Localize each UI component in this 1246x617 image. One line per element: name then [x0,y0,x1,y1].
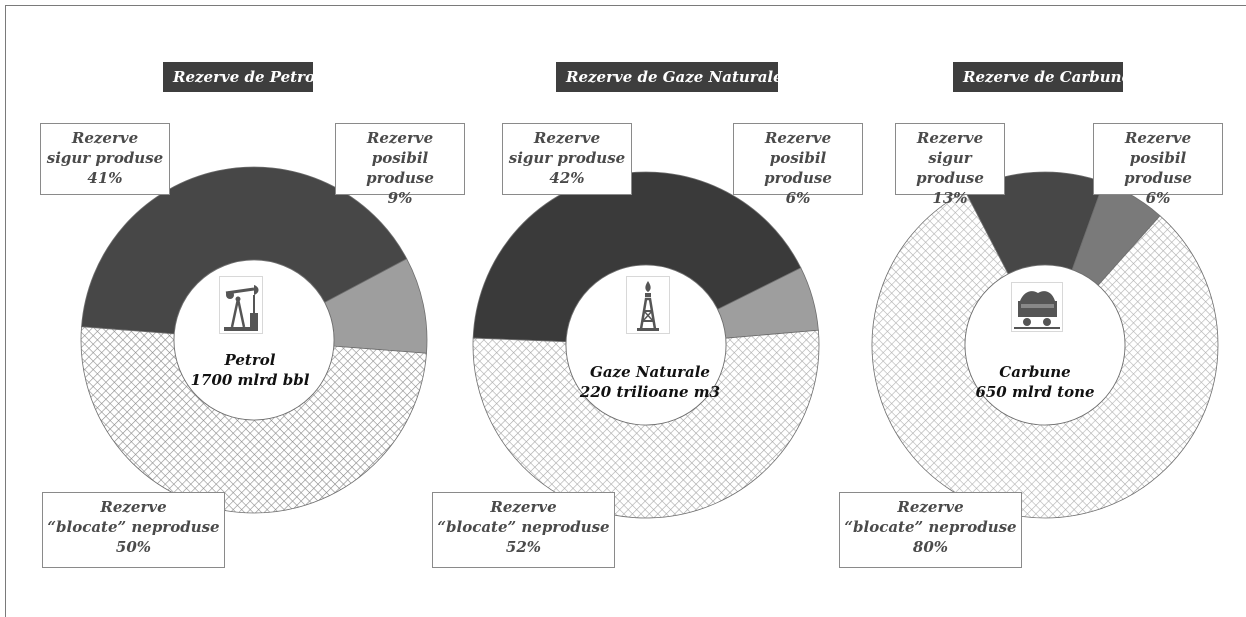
label-line1: Rezerve [897,498,964,516]
label-line1: Rezerve [916,129,984,147]
label-line1: Rezerve [1124,129,1192,147]
donut-hole [964,264,1126,426]
label-line2: sigur produse [916,149,984,187]
chart-panel-gaze: Rezerve de Gaze Naturale Gaze Naturale 2… [432,0,863,617]
label-posibil: Rezerve posibil produse 6% [733,123,863,207]
center-amount: 1700 mlrd bbl [190,371,310,389]
label-line2: “blocate” neproduse [47,518,220,536]
label-percent: 52% [505,538,542,556]
donut-chart [871,171,1219,519]
label-percent: 6% [1145,189,1171,207]
oil-pump-icon [219,276,263,334]
label-percent: 9% [387,189,413,207]
coal-cart-icon [1011,282,1063,332]
donut-chart [472,171,820,519]
label-line1: Rezerve [366,129,434,147]
chart-title: Rezerve de Petrol [163,62,321,92]
gas-derrick-icon [626,276,670,334]
label-line1: Rezerve [533,129,601,147]
label-line2: posibil produse [764,149,832,187]
center-amount: 650 mlrd tone [975,383,1095,401]
label-percent: 6% [785,189,811,207]
label-posibil: Rezerve posibil produse 9% [335,123,465,207]
label-percent: 42% [549,169,585,187]
label-percent: 50% [115,538,152,556]
label-percent: 80% [912,538,949,556]
center-amount: 220 trilioane m3 [579,383,721,401]
label-blocate: Rezerve “blocate” neproduse 50% [42,492,225,568]
chart-panel-petrol: Rezerve de Petrol Petrol 1700 mlrd bbl R… [40,0,465,617]
label-percent: 41% [87,169,123,187]
label-line1: Rezerve [490,498,557,516]
donut-chart [80,166,428,514]
label-sigur: Rezerve sigur produse 42% [502,123,632,195]
label-posibil: Rezerve posibil produse 6% [1093,123,1223,207]
center-name: Petrol [224,351,276,369]
chart-title: Rezerve de Carbune [953,62,1131,92]
label-line2: “blocate” neproduse [437,518,610,536]
center-name: Carbune [999,363,1071,381]
frame-left-border [5,5,6,617]
label-line2: posibil produse [1124,149,1192,187]
label-sigur: Rezerve sigur produse 13% [895,123,1005,207]
donut-hole [173,259,335,421]
center-label: Carbune 650 mlrd tone [950,362,1120,402]
label-blocate: Rezerve “blocate” neproduse 52% [432,492,615,568]
frame-top-border [5,5,1246,6]
label-line1: Rezerve [71,129,139,147]
label-line2: sigur produse [46,149,164,167]
donut-hole [565,264,727,426]
label-line2: posibil produse [366,149,434,187]
label-sigur: Rezerve sigur produse 41% [40,123,170,195]
label-line1: Rezerve [100,498,167,516]
label-line2: “blocate” neproduse [844,518,1017,536]
chart-panel-carbune: Rezerve de Carbune Carbune 650 mlrd tone… [839,0,1245,617]
chart-title: Rezerve de Gaze Naturale [556,62,783,92]
label-line1: Rezerve [764,129,832,147]
label-percent: 13% [932,189,968,207]
center-label: Gaze Naturale 220 trilioane m3 [565,362,735,402]
center-label: Petrol 1700 mlrd bbl [165,350,335,390]
label-line2: sigur produse [508,149,626,167]
label-blocate: Rezerve “blocate” neproduse 80% [839,492,1022,568]
center-name: Gaze Naturale [590,363,710,381]
